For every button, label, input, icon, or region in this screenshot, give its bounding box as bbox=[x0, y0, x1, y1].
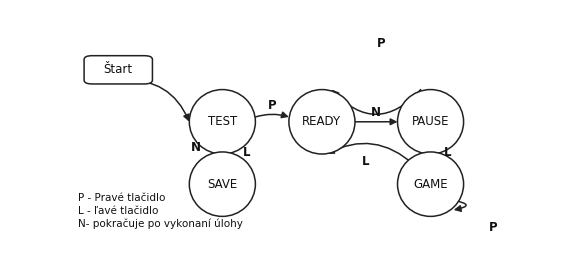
Ellipse shape bbox=[289, 90, 355, 154]
Ellipse shape bbox=[189, 90, 255, 154]
Text: L: L bbox=[444, 147, 451, 160]
Text: GAME: GAME bbox=[413, 178, 448, 191]
Ellipse shape bbox=[189, 152, 255, 216]
Text: READY: READY bbox=[303, 115, 342, 128]
Text: N: N bbox=[371, 106, 381, 119]
Text: P: P bbox=[377, 37, 385, 50]
Text: N: N bbox=[191, 141, 201, 154]
Ellipse shape bbox=[398, 152, 464, 216]
Ellipse shape bbox=[398, 90, 464, 154]
Text: L - ľavé tlačidlo: L - ľavé tlačidlo bbox=[78, 205, 158, 215]
Text: P: P bbox=[268, 99, 276, 112]
Text: PAUSE: PAUSE bbox=[412, 115, 449, 128]
Text: P: P bbox=[489, 221, 498, 234]
Text: TEST: TEST bbox=[208, 115, 237, 128]
Text: P - Pravé tlačidlo: P - Pravé tlačidlo bbox=[78, 193, 165, 203]
Text: N- pokračuje po vykonaní úlohy: N- pokračuje po vykonaní úlohy bbox=[78, 218, 242, 229]
Text: L: L bbox=[243, 147, 250, 160]
FancyBboxPatch shape bbox=[84, 56, 152, 84]
Text: L: L bbox=[362, 155, 370, 168]
Text: Štart: Štart bbox=[104, 63, 133, 76]
Text: SAVE: SAVE bbox=[207, 178, 238, 191]
